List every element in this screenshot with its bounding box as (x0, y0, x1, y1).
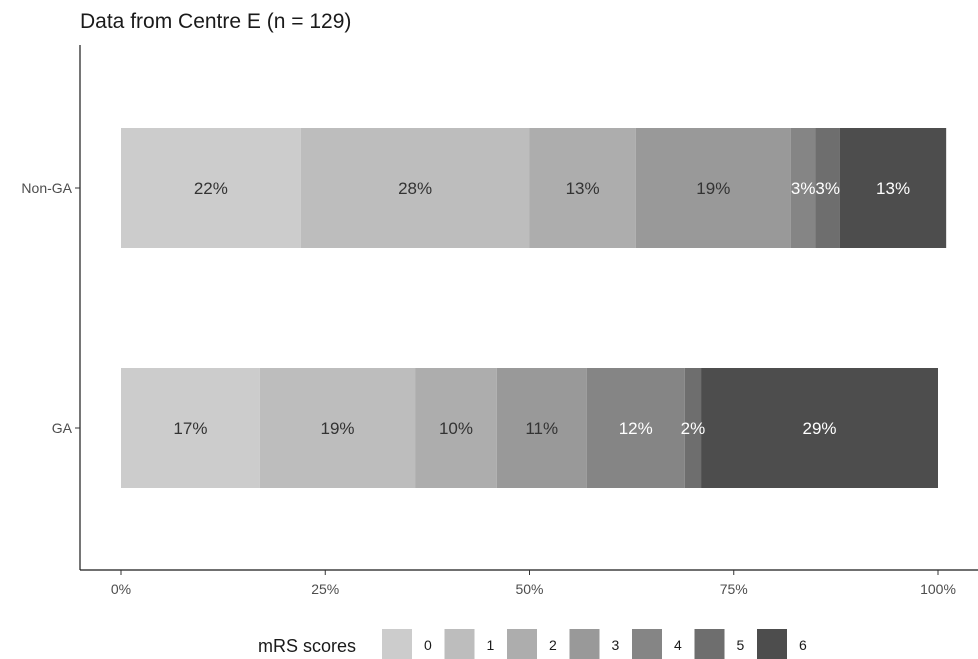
bar-segment-non-ga-mrs-6 (839, 128, 947, 248)
x-tick-label: 50% (515, 581, 543, 597)
segment-label: 12% (619, 419, 653, 438)
legend-label: 2 (549, 637, 557, 653)
segment-label: 28% (398, 179, 432, 198)
legend-label: 0 (424, 637, 432, 653)
chart-title: Data from Centre E (n = 129) (80, 10, 351, 33)
y-tick-label: GA (52, 420, 73, 436)
segment-label: 10% (439, 419, 473, 438)
bar-segment-ga-mrs-5 (684, 368, 702, 488)
legend-key-mrs-5 (694, 629, 725, 659)
legend: mRS scores 0 1 2 3 4 5 6 (258, 629, 807, 659)
segment-label: 22% (194, 179, 228, 198)
bar-segment-non-ga-mrs-1 (300, 128, 530, 248)
legend-key-mrs-6 (757, 629, 787, 659)
legend-label: 3 (612, 637, 620, 653)
legend-key-mrs-1 (444, 629, 475, 659)
segment-label: 11% (525, 419, 558, 438)
legend-key-mrs-4 (632, 629, 662, 659)
legend-label: 6 (799, 637, 807, 653)
bar-segment-ga-mrs-1 (259, 368, 416, 488)
legend-key-mrs-3 (569, 629, 600, 659)
bar-segment-non-ga-mrs-2 (529, 128, 636, 248)
legend-label: 5 (737, 637, 745, 653)
bar-segment-ga-mrs-6 (701, 368, 938, 488)
bar-segment-ga-mrs-4 (586, 368, 685, 488)
bar-segment-non-ga-mrs-4 (790, 128, 816, 248)
legend-title: mRS scores (258, 636, 356, 656)
segment-label: 17% (173, 419, 207, 438)
segment-label: 13% (876, 179, 910, 198)
segment-label: 19% (696, 179, 730, 198)
bar-segment-ga-mrs-2 (415, 368, 497, 488)
bar-segment-non-ga-mrs-3 (635, 128, 791, 248)
segment-label: 13% (566, 179, 600, 198)
x-tick-label: 0% (111, 581, 131, 597)
segment-label: 3% (791, 179, 816, 198)
segment-label: 3% (815, 179, 840, 198)
y-tick-label: Non-GA (21, 180, 72, 196)
x-tick-label: 25% (311, 581, 339, 597)
bar-segment-ga-mrs-0 (121, 368, 260, 488)
bars-layer (121, 128, 947, 488)
segment-label: 29% (803, 419, 837, 438)
x-tick-label: 75% (720, 581, 748, 597)
bar-segment-non-ga-mrs-5 (815, 128, 840, 248)
segment-labels-layer: 22% 28% 13% 19% 3% 3% 13% 17% 19% 10% 11% 12% 2% 29% (173, 179, 910, 438)
legend-key-mrs-0 (382, 629, 412, 659)
segment-label: 2% (681, 419, 706, 438)
bar-segment-non-ga-mrs-0 (121, 128, 301, 248)
legend-label: 1 (487, 637, 495, 653)
segment-label: 19% (320, 419, 354, 438)
legend-label: 4 (674, 637, 682, 653)
legend-key-mrs-2 (507, 629, 537, 659)
x-tick-label: 100% (920, 581, 956, 597)
axes-layer: Non-GA GA 0% 25% 50% 75% 100% (21, 45, 978, 597)
bar-segment-ga-mrs-3 (496, 368, 587, 488)
